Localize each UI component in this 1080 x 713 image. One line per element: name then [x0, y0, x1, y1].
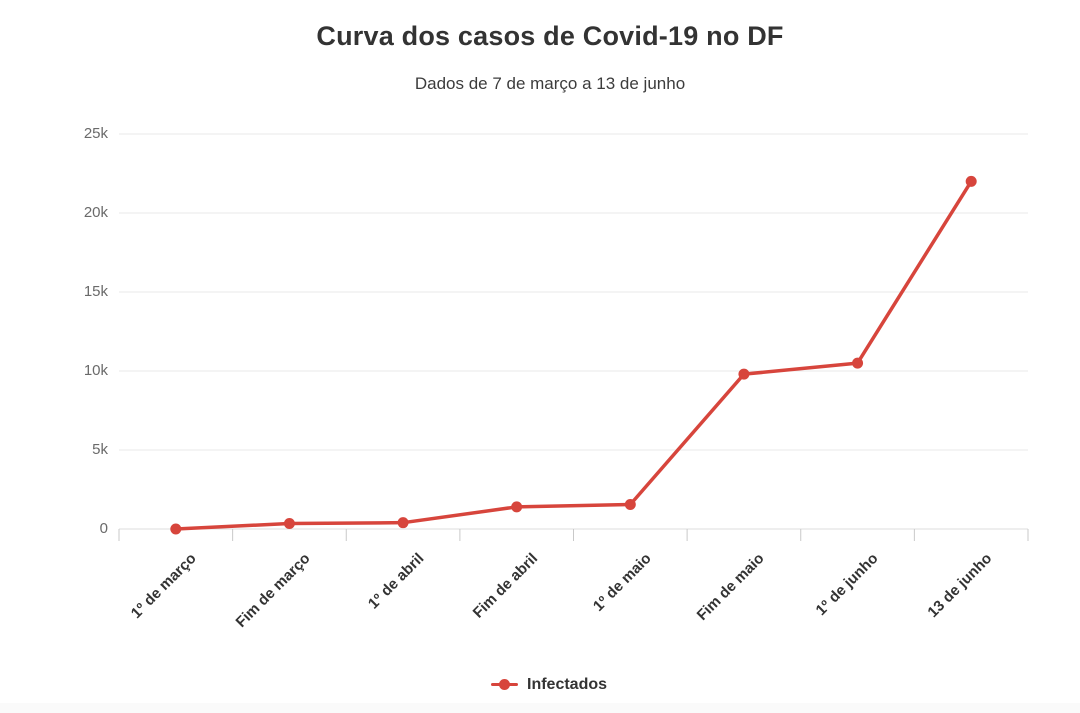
chart-title: Curva dos casos de Covid-19 no DF	[316, 21, 784, 51]
data-point[interactable]	[511, 501, 523, 513]
y-axis-tick-label: 20k	[83, 204, 108, 221]
y-axis-tick-label: 0	[99, 520, 108, 537]
data-point[interactable]	[624, 499, 636, 511]
chart-subtitle: Dados de 7 de março a 13 de junho	[414, 74, 686, 93]
data-point[interactable]	[170, 523, 182, 535]
data-point[interactable]	[852, 357, 864, 369]
data-point[interactable]	[397, 517, 409, 529]
bottom-edge-strip	[0, 703, 1080, 713]
legend-line-marker-icon	[490, 679, 518, 691]
data-point[interactable]	[965, 175, 977, 187]
y-axis-tick-label: 15k	[83, 283, 108, 300]
y-axis-tick-label: 10k	[83, 362, 108, 379]
data-point[interactable]	[738, 368, 750, 380]
legend-item-infectados[interactable]: Infectados	[490, 676, 608, 694]
y-axis-tick-label: 25k	[83, 125, 108, 142]
legend-dot-icon	[498, 679, 510, 690]
series-line	[174, 179, 973, 531]
data-point[interactable]	[283, 517, 295, 529]
y-axis-tick-label: 5k	[92, 441, 108, 458]
legend-series-label: Infectados	[526, 676, 608, 693]
